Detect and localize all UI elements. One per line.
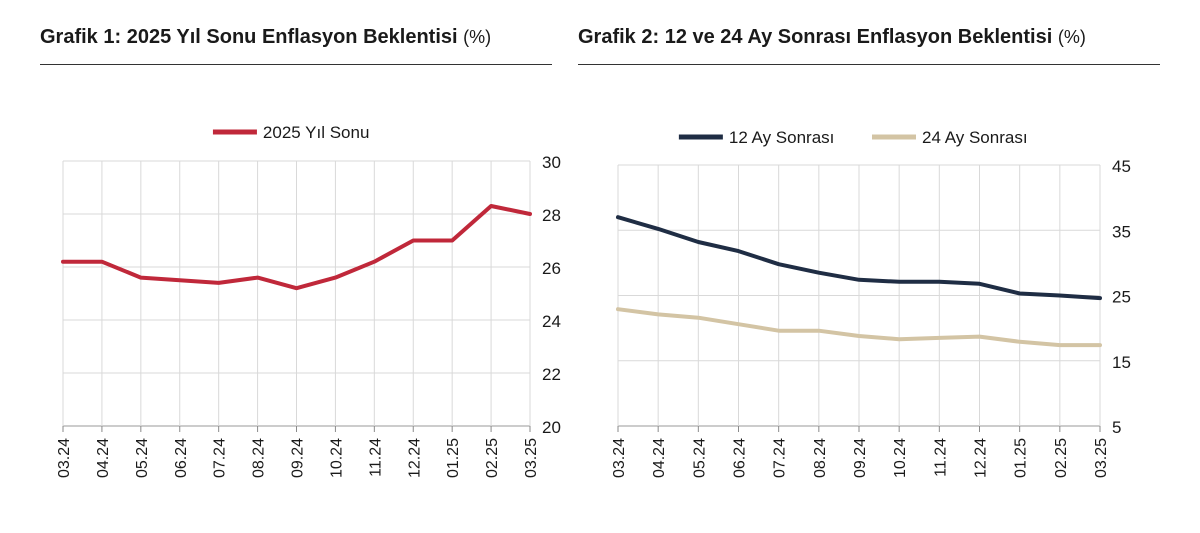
x-tick-label: 02.25	[1053, 438, 1070, 478]
legend-label: 2025 Yıl Sonu	[263, 123, 370, 142]
y-tick-label: 20	[542, 418, 561, 437]
chart-title: Grafik 2: 12 ve 24 Ay Sonrası Enflasyon …	[578, 26, 1086, 49]
y-tick-label: 5	[1112, 418, 1121, 437]
x-tick-label: 04.24	[95, 438, 112, 478]
line-chart-1: 20 22 24 26 28 30 03.24 04.24 05.24 06.24 07.24 08.…	[56, 123, 561, 478]
x-tick-label: 06.24	[173, 438, 190, 478]
y-tick-label: 15	[1112, 353, 1131, 372]
x-tick-label: 06.24	[732, 438, 749, 478]
series-line-2	[616, 307, 1102, 348]
x-tick-label: 12.24	[973, 438, 990, 478]
x-tick-label: 03.24	[611, 438, 628, 478]
chart-title-text: Grafik 1: 2025 Yıl Sonu Enflasyon Beklen…	[40, 26, 458, 48]
series-line-1	[616, 215, 1102, 301]
y-tick-label: 25	[1112, 288, 1131, 307]
x-tick-label: 09.24	[852, 438, 869, 478]
chart-panel-2: Grafik 2: 12 ve 24 Ay Sonrası Enflasyon …	[578, 0, 1178, 533]
x-tick-label: 12.24	[406, 438, 423, 478]
x-tick-label: 11.24	[367, 438, 384, 477]
x-tick-label: 07.24	[772, 438, 789, 478]
chart-title-unit: (%)	[1057, 27, 1086, 47]
x-tick-label: 09.24	[290, 438, 307, 478]
x-tick-label: 10.24	[892, 438, 909, 478]
legend: 2025 Yıl Sonu	[212, 123, 370, 142]
x-tick-label: 04.24	[651, 438, 668, 478]
y-tick-label: 26	[542, 259, 561, 278]
x-tick-label: 08.24	[812, 438, 829, 478]
chart-panel-1: Grafik 1: 2025 Yıl Sonu Enflasyon Beklen…	[40, 0, 561, 533]
chart-title-unit: (%)	[463, 27, 492, 47]
title-divider	[578, 64, 1160, 65]
title-divider	[40, 64, 552, 65]
legend-label: 24 Ay Sonrası	[922, 128, 1028, 147]
line-chart-2: 5 15 25 35 45 03.24 04.24 05.24 06.24 07.24 08.24 0…	[611, 128, 1131, 478]
y-tick-label: 30	[542, 153, 561, 172]
grid-lines	[62, 160, 531, 427]
x-tick-label: 01.25	[1013, 438, 1030, 478]
legend-label: 12 Ay Sonrası	[729, 128, 835, 147]
x-tick-label: 03.25	[1093, 438, 1110, 478]
y-tick-label: 22	[542, 365, 561, 384]
series-line-1	[61, 204, 532, 291]
x-tick-label: 07.24	[212, 438, 229, 478]
x-tick-label: 11.24	[932, 438, 949, 477]
x-tick-label: 01.25	[445, 438, 462, 478]
x-tick-label: 02.25	[484, 438, 501, 478]
x-tick-label: 08.24	[251, 438, 268, 478]
y-tick-label: 35	[1112, 222, 1131, 241]
x-tick-label: 10.24	[328, 438, 345, 478]
y-tick-label: 24	[542, 312, 561, 331]
x-tick-label: 03.25	[523, 438, 540, 478]
legend: 12 Ay Sonrası 24 Ay Sonrası	[678, 128, 1028, 147]
x-tick-label: 05.24	[691, 438, 708, 478]
y-tick-label: 28	[542, 206, 561, 225]
chart-title: Grafik 1: 2025 Yıl Sonu Enflasyon Beklen…	[40, 26, 491, 49]
y-tick-label: 45	[1112, 157, 1131, 176]
x-tick-label: 05.24	[134, 438, 151, 478]
x-tick-label: 03.24	[56, 438, 73, 478]
chart-title-text: Grafik 2: 12 ve 24 Ay Sonrası Enflasyon …	[578, 26, 1053, 48]
